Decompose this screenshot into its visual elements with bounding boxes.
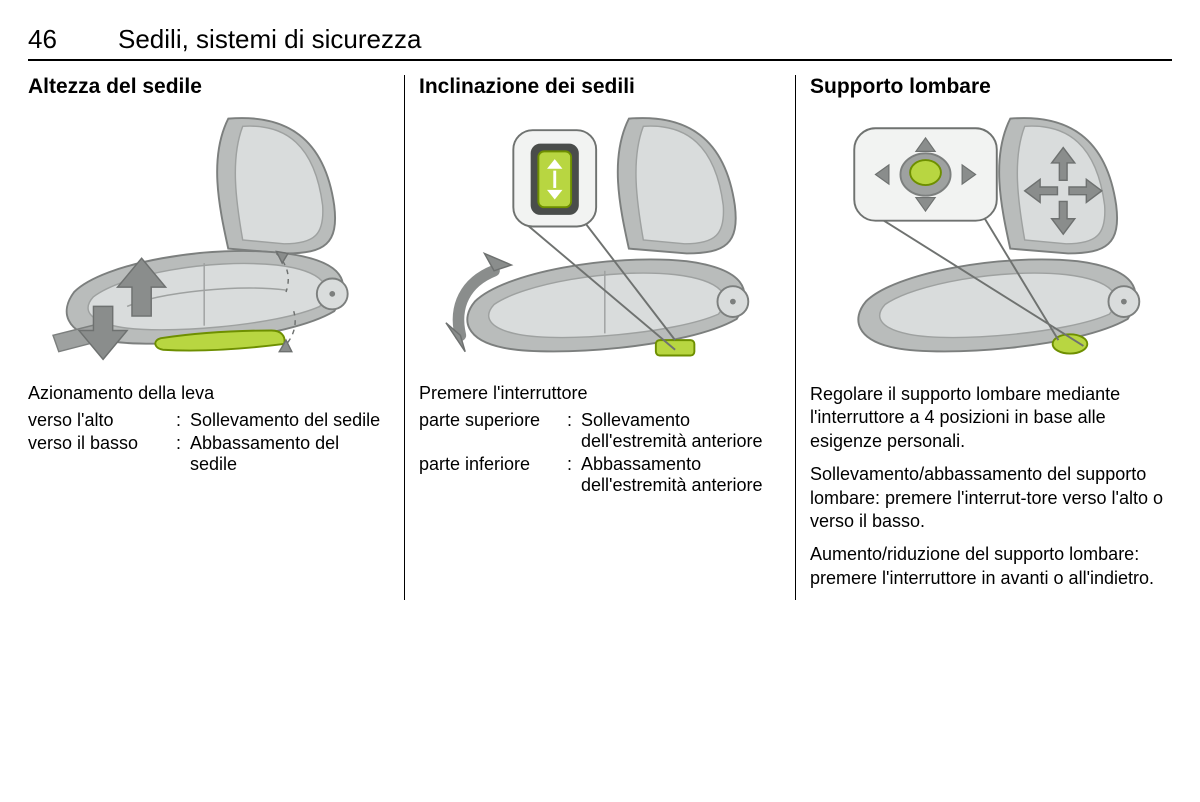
heading-seat-height: Altezza del sedile bbox=[28, 75, 390, 99]
column-lumbar: Supporto lombare bbox=[796, 75, 1172, 600]
figure-seat-height bbox=[28, 109, 390, 369]
kv-val: Sollevamento del sedile bbox=[190, 410, 390, 431]
paragraph: Regolare il supporto lombare mediante l'… bbox=[810, 383, 1172, 453]
columns-container: Altezza del sedile bbox=[28, 75, 1172, 600]
kv-sep: : bbox=[176, 433, 190, 475]
column-seat-tilt: Inclinazione dei sedili bbox=[405, 75, 796, 600]
kv-val: Abbassamento del sedile bbox=[190, 433, 390, 475]
kv-val: Abbassamento dell'estremità anteriore bbox=[581, 454, 781, 496]
heading-seat-tilt: Inclinazione dei sedili bbox=[419, 75, 781, 99]
figure-lumbar bbox=[810, 109, 1172, 369]
lead-seat-tilt: Premere l'interruttore bbox=[419, 383, 781, 404]
kv-row: parte superiore : Sollevamento dell'estr… bbox=[419, 410, 781, 452]
kv-row: verso l'alto : Sollevamento del sedile bbox=[28, 410, 390, 431]
lead-seat-height: Azionamento della leva bbox=[28, 383, 390, 404]
heading-lumbar: Supporto lombare bbox=[810, 75, 1172, 99]
figure-seat-tilt bbox=[419, 109, 781, 369]
column-seat-height: Altezza del sedile bbox=[28, 75, 405, 600]
kv-row: parte inferiore : Abbassamento dell'estr… bbox=[419, 454, 781, 496]
kv-sep: : bbox=[567, 454, 581, 496]
kv-key: verso l'alto bbox=[28, 410, 176, 431]
page-number: 46 bbox=[28, 24, 118, 55]
kv-key: verso il basso bbox=[28, 433, 176, 475]
kv-sep: : bbox=[567, 410, 581, 452]
kv-row: verso il basso : Abbassamento del sedile bbox=[28, 433, 390, 475]
kv-sep: : bbox=[176, 410, 190, 431]
kv-key: parte inferiore bbox=[419, 454, 567, 496]
paragraph: Sollevamento/abbassamento del supporto l… bbox=[810, 463, 1172, 533]
kv-key: parte superiore bbox=[419, 410, 567, 452]
paragraph: Aumento/riduzione del supporto lombare: … bbox=[810, 543, 1172, 590]
kv-val: Sollevamento dell'estremità anteriore bbox=[581, 410, 781, 452]
chapter-title: Sedili, sistemi di sicurezza bbox=[118, 24, 421, 55]
